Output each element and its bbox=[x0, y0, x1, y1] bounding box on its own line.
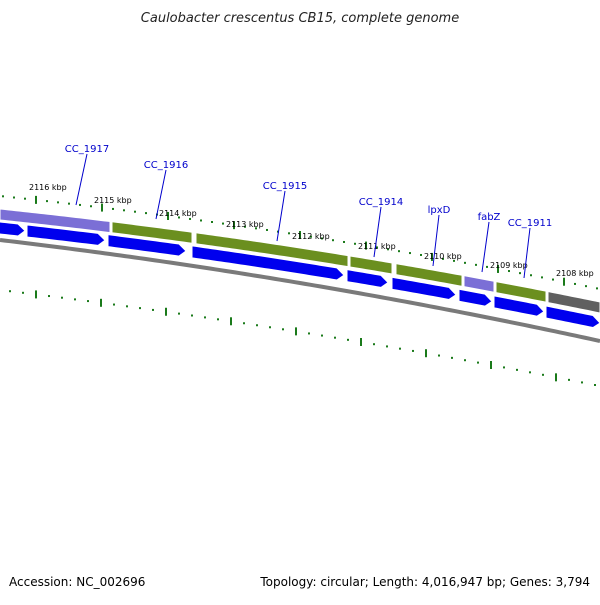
feature-segment bbox=[395, 263, 463, 287]
gene-label-fabz[interactable]: fabZ bbox=[478, 212, 501, 273]
gene-label-text[interactable]: lpxD bbox=[428, 205, 451, 216]
scale-label: 2113 kbp bbox=[226, 220, 264, 229]
scale-labels: 2116 kbp 2115 kbp 2114 kbp 2113 kbp 2112… bbox=[29, 183, 594, 278]
scale-label: 2116 kbp bbox=[29, 183, 67, 192]
scale-label: 2115 kbp bbox=[94, 196, 132, 205]
scale-label: 2112 kbp bbox=[292, 232, 330, 241]
gene-label-text[interactable]: CC_1917 bbox=[65, 144, 109, 155]
feature-segment bbox=[495, 280, 547, 303]
genome-backbone bbox=[0, 238, 600, 343]
scale-label: 2110 kbp bbox=[424, 252, 462, 261]
feature-segment bbox=[463, 275, 495, 293]
gene-label-cc-1915[interactable]: CC_1915 bbox=[263, 181, 307, 242]
gene-label-text[interactable]: fabZ bbox=[478, 212, 501, 223]
feature-segments bbox=[0, 208, 600, 314]
feature-segment bbox=[195, 232, 349, 268]
scale-label: 2111 kbp bbox=[358, 242, 396, 251]
scale-ticks bbox=[2, 195, 598, 387]
gene-label-cc-1914[interactable]: CC_1914 bbox=[359, 197, 403, 258]
feature-segment bbox=[111, 221, 193, 244]
cds-arrow bbox=[493, 295, 545, 317]
gene-label-text[interactable]: CC_1915 bbox=[263, 181, 307, 192]
cds-arrow bbox=[26, 224, 106, 246]
map-title: Caulobacter crescentus CB15, complete ge… bbox=[141, 11, 459, 26]
gene-label-cc-1917[interactable]: CC_1917 bbox=[65, 144, 109, 206]
gene-label-text[interactable]: CC_1911 bbox=[508, 218, 552, 229]
cds-arrow bbox=[458, 288, 493, 307]
gene-label-lpxd[interactable]: lpxD bbox=[428, 205, 451, 267]
scale-label: 2108 kbp bbox=[556, 269, 594, 278]
cds-arrows bbox=[0, 221, 600, 329]
cds-arrow bbox=[107, 234, 187, 257]
accession-text: Accession: NC_002696 bbox=[9, 575, 145, 589]
feature-segment bbox=[0, 208, 111, 234]
gene-labels: CC_1917 CC_1916 CC_1915 CC_1914 lpxD fab… bbox=[65, 144, 552, 279]
gene-label-text[interactable]: CC_1914 bbox=[359, 197, 403, 208]
gene-label-cc-1911[interactable]: CC_1911 bbox=[508, 218, 552, 279]
cds-arrow bbox=[0, 221, 26, 237]
gene-label-text[interactable]: CC_1916 bbox=[144, 160, 188, 171]
scale-label: 2109 kbp bbox=[490, 261, 528, 270]
feature-segment bbox=[547, 290, 600, 314]
cds-arrow bbox=[191, 245, 345, 281]
gene-label-cc-1916[interactable]: CC_1916 bbox=[144, 160, 188, 220]
backbone-line bbox=[0, 238, 600, 343]
scale-label: 2114 kbp bbox=[159, 209, 197, 218]
cds-arrow bbox=[545, 305, 600, 329]
genome-summary-text: Topology: circular; Length: 4,016,947 bp… bbox=[259, 575, 590, 589]
cds-arrow bbox=[346, 269, 389, 288]
feature-segment bbox=[349, 255, 393, 275]
cds-arrow bbox=[391, 276, 457, 300]
